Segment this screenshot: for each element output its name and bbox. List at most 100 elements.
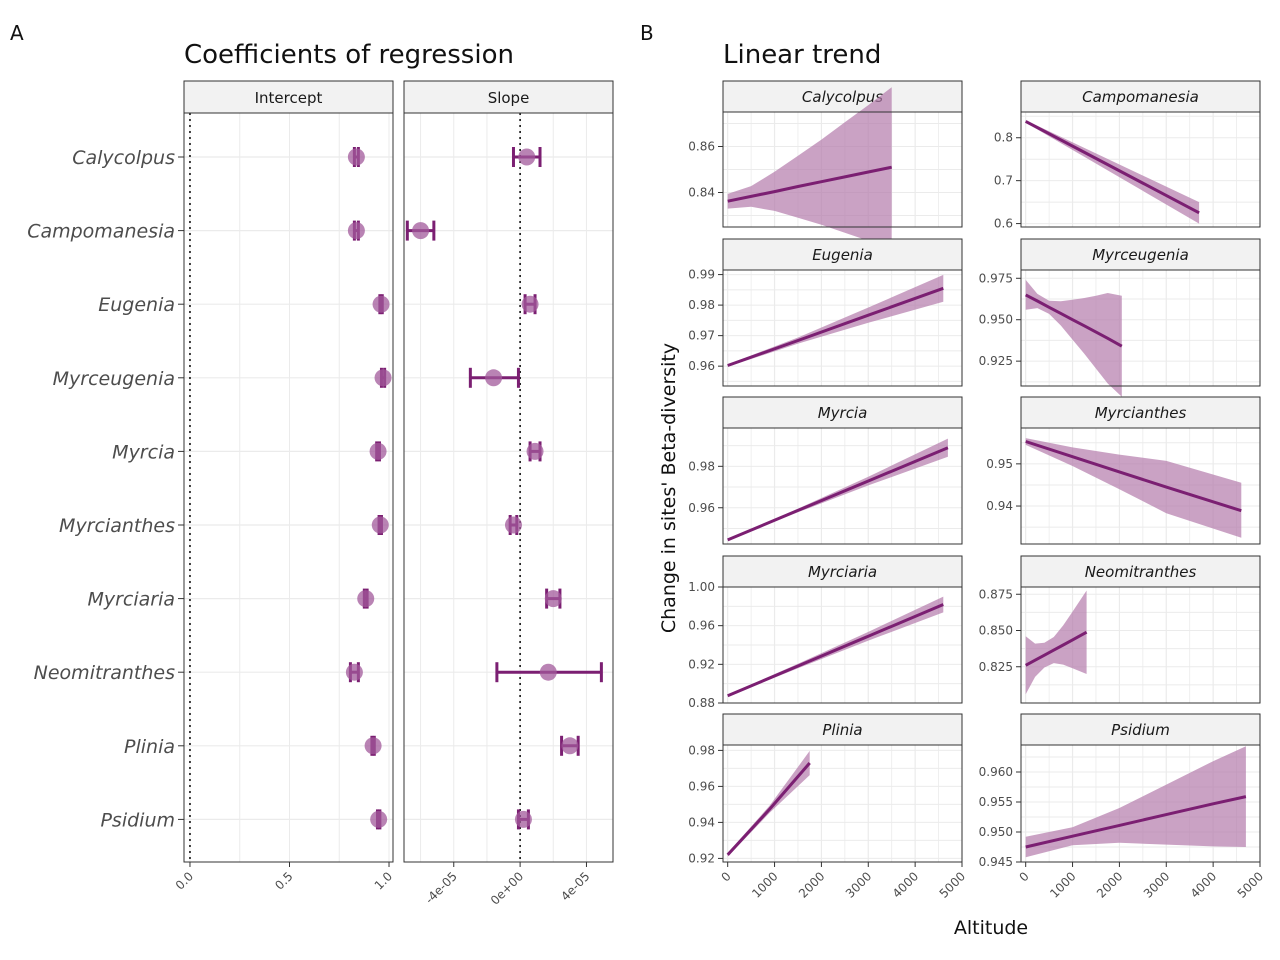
y-tick-label: 0.950 bbox=[979, 825, 1013, 839]
linear-trend-panels: Calycolpus 0.84 0.86 Campomanesia 0.6 0.7 0.8 E… bbox=[688, 80, 1266, 901]
coefficient-panels: Calycolpus Campomanesia Eugenia Myrceugenia… bbox=[27, 80, 614, 908]
panel-b-title: Linear trend bbox=[723, 40, 881, 70]
y-tick-label: 0.99 bbox=[688, 268, 715, 282]
slope-point-myrcianthes bbox=[504, 516, 522, 534]
y-tick-label: 0.97 bbox=[688, 329, 715, 343]
y-tick-label: 0.96 bbox=[688, 359, 715, 373]
intercept-strip-label: Intercept bbox=[255, 89, 323, 107]
slope-point-neomitranthes bbox=[539, 663, 557, 681]
myrcia-trend-line bbox=[727, 446, 949, 542]
neomitranthes-panel-border bbox=[1020, 586, 1261, 704]
psidium-strip-label: Psidium bbox=[1111, 721, 1170, 739]
intercept-point-campomanesia bbox=[347, 222, 365, 240]
slope-point-myrcia bbox=[526, 442, 544, 460]
panel-b-tag: B bbox=[640, 21, 654, 45]
slope-point-plinia bbox=[561, 737, 579, 755]
y-tick-label: 0.8 bbox=[994, 131, 1013, 145]
myrciaria-trend-line bbox=[727, 603, 944, 698]
y-tick-label: 0.98 bbox=[688, 298, 715, 312]
psidium-strip bbox=[1020, 713, 1261, 746]
genus-label-plinia: Plinia bbox=[124, 736, 175, 758]
myrcia-strip bbox=[722, 396, 963, 429]
y-tick-label: 0.98 bbox=[688, 743, 715, 757]
myrciaria-strip-label: Myrciaria bbox=[808, 563, 877, 581]
myrcia-panel-border bbox=[722, 427, 963, 545]
myrcianthes-confidence-band bbox=[1025, 438, 1242, 538]
y-tick-label: 0.92 bbox=[688, 851, 715, 865]
intercept-point-eugenia bbox=[372, 295, 390, 313]
intercept-strip bbox=[183, 80, 394, 114]
y-tick-label: 0.925 bbox=[979, 354, 1013, 368]
calycolpus-confidence-band bbox=[727, 87, 892, 249]
eugenia-strip bbox=[722, 238, 963, 271]
neomitranthes-confidence-band bbox=[1025, 590, 1087, 695]
x-tick-label: 4000 bbox=[1188, 869, 1219, 900]
slope-point-eugenia bbox=[521, 295, 539, 313]
intercept-point-myrciaria bbox=[357, 590, 375, 608]
eugenia-trend-line bbox=[727, 286, 944, 367]
plinia-strip-label: Plinia bbox=[822, 721, 862, 739]
slope-point-psidium bbox=[514, 810, 532, 828]
genus-label-myrceugenia: Myrceugenia bbox=[53, 368, 175, 390]
genus-label-myrcianthes: Myrcianthes bbox=[59, 515, 175, 537]
myrciaria-strip bbox=[722, 555, 963, 588]
eugenia-panel-border bbox=[722, 269, 963, 387]
intercept-point-psidium bbox=[370, 810, 388, 828]
campomanesia-panel-border bbox=[1020, 111, 1261, 228]
plinia-trend-line bbox=[726, 762, 811, 856]
intercept-point-myrcianthes bbox=[371, 516, 389, 534]
y-tick-label: 0.960 bbox=[979, 765, 1013, 779]
intercept-point-calycolpus bbox=[347, 148, 365, 166]
plinia-confidence-band bbox=[727, 750, 810, 857]
x-tick-label: 4000 bbox=[890, 869, 921, 900]
psidium-trend-line bbox=[1025, 795, 1247, 849]
calycolpus-trend-line bbox=[727, 165, 893, 203]
y-tick-label: 0.850 bbox=[979, 624, 1013, 638]
intercept-point-myrceugenia bbox=[374, 369, 392, 387]
myrceugenia-strip-label: Myrceugenia bbox=[1092, 246, 1189, 264]
neomitranthes-strip-label: Neomitranthes bbox=[1085, 563, 1197, 581]
intercept-panel-border bbox=[183, 112, 394, 863]
myrcianthes-trend-line bbox=[1025, 440, 1242, 513]
intercept-point-myrcia bbox=[369, 442, 387, 460]
psidium-confidence-band bbox=[1025, 746, 1246, 858]
genus-label-psidium: Psidium bbox=[100, 809, 175, 831]
genus-label-neomitranthes: Neomitranthes bbox=[34, 662, 175, 684]
y-tick-label: 0.95 bbox=[986, 457, 1013, 471]
y-tick-label: 0.945 bbox=[979, 855, 1013, 869]
slope-strip-label: Slope bbox=[488, 89, 530, 107]
y-tick-label: 0.88 bbox=[688, 696, 715, 710]
y-tick-label: 1.00 bbox=[688, 580, 715, 594]
campomanesia-confidence-band bbox=[1025, 120, 1200, 224]
y-tick-label: 0.94 bbox=[688, 815, 715, 829]
genus-label-campomanesia: Campomanesia bbox=[27, 221, 175, 243]
campomanesia-trend-line bbox=[1025, 120, 1200, 215]
x-tick-label: 3000 bbox=[1141, 869, 1172, 900]
x-tick-label: 5000 bbox=[937, 869, 968, 900]
y-tick-label: 0.92 bbox=[688, 657, 715, 671]
slope-panel-border bbox=[403, 112, 614, 863]
y-tick-label: 0.825 bbox=[979, 660, 1013, 674]
y-tick-label: 0.875 bbox=[979, 587, 1013, 601]
panel-a-title: Coefficients of regression bbox=[184, 40, 514, 70]
y-tick-label: 0.96 bbox=[688, 619, 715, 633]
panel-b-y-axis-title: Change in sites' Beta-diversity bbox=[658, 343, 680, 633]
eugenia-confidence-band bbox=[727, 274, 944, 367]
x-tick-label: 2000 bbox=[1094, 869, 1125, 900]
myrceugenia-trend-line bbox=[1025, 293, 1123, 348]
y-tick-label: 0.96 bbox=[688, 779, 715, 793]
x-tick-label: 5000 bbox=[1235, 869, 1266, 900]
x-tick-label: 3000 bbox=[843, 869, 874, 900]
plinia-strip bbox=[722, 713, 963, 746]
y-tick-label: 0.84 bbox=[688, 186, 715, 200]
x-tick-label: 2000 bbox=[796, 869, 827, 900]
panel-b-x-axis-title: Altitude bbox=[954, 917, 1028, 939]
y-tick-label: 0.86 bbox=[688, 140, 715, 154]
calycolpus-strip-label: Calycolpus bbox=[802, 88, 883, 106]
myrcianthes-strip bbox=[1020, 396, 1261, 429]
myrciaria-panel-border bbox=[722, 586, 963, 704]
psidium-panel-border bbox=[1020, 744, 1261, 863]
myrcia-strip-label: Myrcia bbox=[818, 404, 868, 422]
myrcianthes-panel-border bbox=[1020, 427, 1261, 545]
